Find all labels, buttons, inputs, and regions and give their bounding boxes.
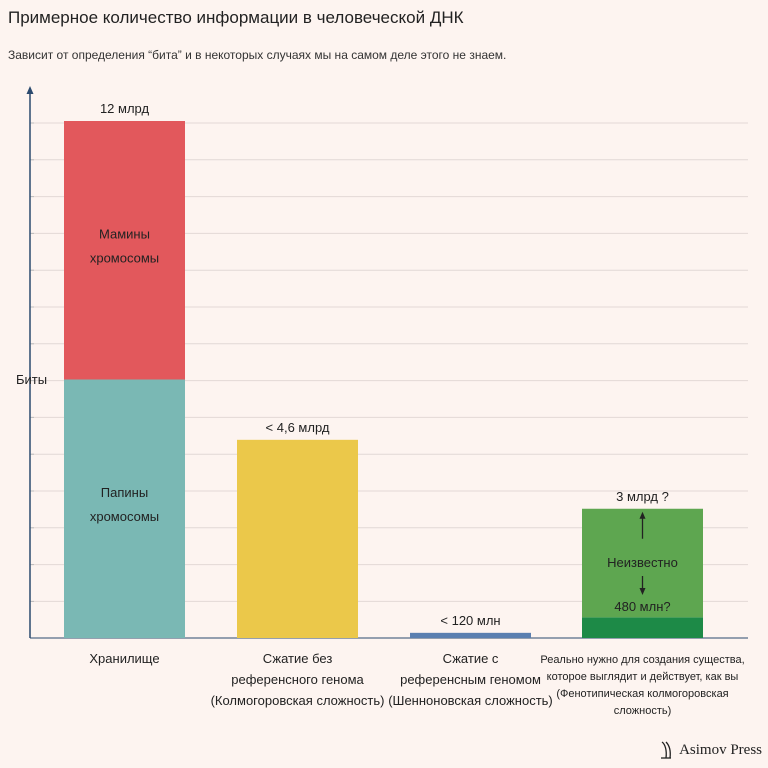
bar-0-segment-1-label: Мамины <box>99 226 150 241</box>
bar-3-segment-0 <box>582 617 703 638</box>
bar-2-segment-0 <box>410 632 531 638</box>
category-label-1: (Колмогоровская сложность) <box>211 693 385 708</box>
category-label-3: сложность) <box>614 705 672 717</box>
bar-3-up-arrow-head <box>639 511 646 519</box>
bar-1-segment-0 <box>237 439 358 638</box>
y-axis-arrow <box>26 86 34 94</box>
category-label-3: Реально нужно для создания существа, <box>540 654 744 666</box>
chart-title: Примерное количество информации в челове… <box>8 8 464 27</box>
category-label-2: референсным геномом <box>400 672 541 687</box>
bar-3-lower-label: 480 млн? <box>614 599 670 614</box>
bar-1-total-label: < 4,6 млрд <box>266 420 330 435</box>
bar-3-total-label: 3 млрд ? <box>616 489 669 504</box>
bar-0-segment-0 <box>64 379 185 638</box>
bar-0-segment-1 <box>64 121 185 380</box>
y-axis-label: Биты <box>16 372 47 387</box>
category-label-3: (Фенотипическая колмогоровская <box>556 688 728 700</box>
category-label-0: Хранилище <box>89 651 159 666</box>
brand-logo: Asimov Press <box>659 740 762 760</box>
chart-subtitle: Зависит от определения “бита” и в некото… <box>8 48 507 62</box>
bar-0-total-label: 12 млрд <box>100 101 150 116</box>
brand-name: Asimov Press <box>679 741 762 758</box>
bar-0-segment-0-label: Папины <box>101 485 148 500</box>
category-label-2: (Шенноновская сложность) <box>388 693 553 708</box>
bar-3-middle-label: Неизвестно <box>607 555 678 570</box>
category-label-2: Сжатие с <box>443 651 499 666</box>
bar-3-down-arrow-head <box>639 588 646 595</box>
bar-0-segment-0-label: хромосомы <box>90 509 159 524</box>
asimov-logo-icon <box>661 741 672 759</box>
category-label-1: Сжатие без <box>263 651 333 666</box>
category-label-3: которое выглядит и действует, как вы <box>547 671 739 683</box>
bar-0-segment-1-label: хромосомы <box>90 250 159 265</box>
category-label-1: референсного генома <box>231 672 364 687</box>
bar-2-total-label: < 120 млн <box>440 613 500 628</box>
